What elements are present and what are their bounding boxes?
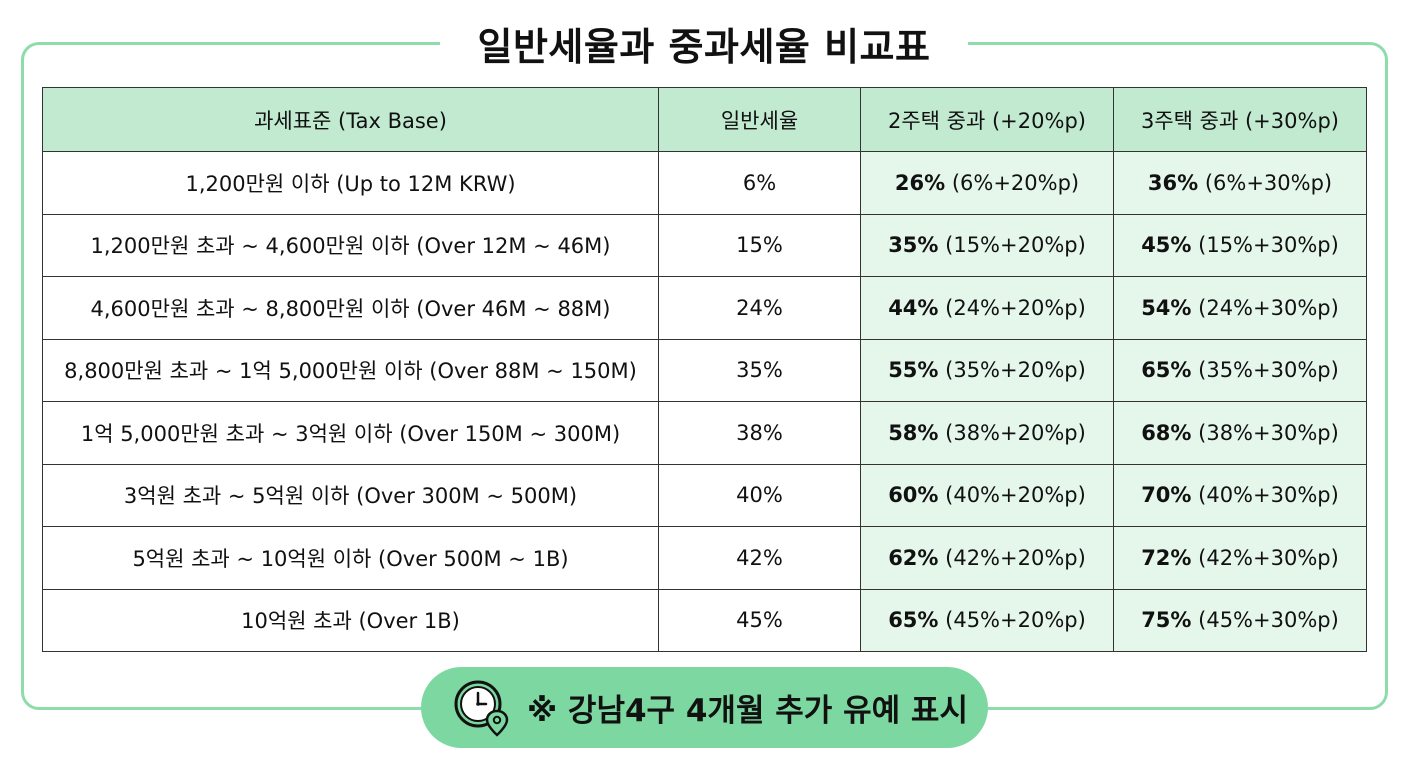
rate-detail: (35%+30%p)	[1198, 358, 1339, 383]
rate-detail: (38%+20%p)	[945, 420, 1086, 445]
table-row: 4,600만원 초과 ~ 8,800만원 이하 (Over 46M ~ 88M)…	[42, 276, 1367, 340]
rate-value: 68%	[1141, 420, 1192, 445]
cell-three-home-rate: 72% (42%+30%p)	[1113, 526, 1367, 590]
clock-location-icon	[454, 680, 509, 737]
table-row: 1,200만원 이하 (Up to 12M KRW) 6% 26% (6%+20%p…	[42, 151, 1367, 215]
page-title: 일반세율과 중과세율 비교표	[477, 24, 931, 69]
cell-general-rate: 24%	[658, 276, 861, 340]
table-row: 5억원 초과 ~ 10억원 이하 (Over 500M ~ 1B) 42% 62% …	[42, 526, 1367, 590]
cell-two-home-rate: 62% (42%+20%p)	[860, 526, 1114, 590]
rate-detail: (15%+30%p)	[1198, 233, 1339, 258]
rate-value: 26%	[894, 170, 946, 195]
rate-detail: (38%+30%p)	[1198, 420, 1339, 445]
cell-three-home-rate: 54% (24%+30%p)	[1113, 276, 1367, 340]
rate-value: 44%	[888, 295, 939, 320]
rate-value: 65%	[1141, 358, 1192, 383]
rate-detail: (15%+20%p)	[945, 233, 1086, 258]
header-tax-base: 과세표준 (Tax Base)	[42, 87, 659, 152]
cell-tax-base: 4,600만원 초과 ~ 8,800만원 이하 (Over 46M ~ 88M)	[42, 276, 659, 340]
cell-three-home-rate: 68% (38%+30%p)	[1113, 401, 1367, 465]
header-two-home-rate: 2주택 중과 (+20%p)	[860, 87, 1114, 152]
cell-general-rate: 40%	[658, 463, 861, 527]
table-row: 3억원 초과 ~ 5억원 이하 (Over 300M ~ 500M) 40% 60%…	[42, 463, 1367, 527]
cell-general-rate: 6%	[658, 151, 861, 215]
cell-tax-base: 5억원 초과 ~ 10억원 이하 (Over 500M ~ 1B)	[42, 526, 659, 590]
cell-three-home-rate: 75% (45%+30%p)	[1113, 588, 1367, 652]
rate-value: 72%	[1141, 545, 1192, 570]
rate-detail: (42%+30%p)	[1198, 545, 1339, 570]
rate-value: 35%	[888, 233, 939, 258]
tax-rate-table: 과세표준 (Tax Base) 일반세율 2주택 중과 (+20%p) 3주택 …	[42, 87, 1367, 652]
table-row: 10억원 초과 (Over 1B) 45% 65% (45%+20%p) 75% (4…	[42, 588, 1367, 652]
rate-detail: (35%+20%p)	[945, 358, 1086, 383]
rate-value: 54%	[1141, 295, 1192, 320]
rate-detail: (40%+30%p)	[1198, 483, 1339, 508]
cell-tax-base: 8,800만원 초과 ~ 1억 5,000만원 이하 (Over 88M ~ 1…	[42, 338, 659, 402]
cell-tax-base: 3억원 초과 ~ 5억원 이하 (Over 300M ~ 500M)	[42, 463, 659, 527]
rate-value: 75%	[1141, 608, 1192, 633]
cell-two-home-rate: 60% (40%+20%p)	[860, 463, 1114, 527]
cell-general-rate: 45%	[658, 588, 861, 652]
cell-three-home-rate: 36% (6%+30%p)	[1113, 151, 1367, 215]
rate-detail: (45%+20%p)	[945, 608, 1086, 633]
cell-general-rate: 35%	[658, 338, 861, 402]
cell-tax-base: 1,200만원 이하 (Up to 12M KRW)	[42, 151, 659, 215]
table-header-row: 과세표준 (Tax Base) 일반세율 2주택 중과 (+20%p) 3주택 …	[42, 87, 1367, 152]
rate-value: 65%	[888, 608, 939, 633]
cell-two-home-rate: 65% (45%+20%p)	[860, 588, 1114, 652]
cell-two-home-rate: 26% (6%+20%p)	[860, 151, 1114, 215]
cell-two-home-rate: 35% (15%+20%p)	[860, 213, 1114, 277]
rate-detail: (40%+20%p)	[945, 483, 1086, 508]
rate-detail: (45%+30%p)	[1198, 608, 1339, 633]
cell-tax-base: 10억원 초과 (Over 1B)	[42, 588, 659, 652]
cell-general-rate: 15%	[658, 213, 861, 277]
table-row: 1억 5,000만원 초과 ~ 3억원 이하 (Over 150M ~ 300M…	[42, 401, 1367, 465]
rate-detail: (24%+20%p)	[945, 295, 1086, 320]
cell-two-home-rate: 58% (38%+20%p)	[860, 401, 1114, 465]
cell-tax-base: 1억 5,000만원 초과 ~ 3억원 이하 (Over 150M ~ 300M…	[42, 401, 659, 465]
rate-value: 58%	[888, 420, 939, 445]
rate-detail: (24%+30%p)	[1198, 295, 1339, 320]
rate-value: 55%	[888, 358, 939, 383]
rate-detail: (42%+20%p)	[945, 545, 1086, 570]
note-text: ※ 강남4구 4개월 추가 유예 표시	[527, 693, 968, 729]
cell-three-home-rate: 65% (35%+30%p)	[1113, 338, 1367, 402]
rate-detail: (6%+20%p)	[951, 170, 1080, 195]
cell-three-home-rate: 45% (15%+30%p)	[1113, 213, 1367, 277]
cell-tax-base: 1,200만원 초과 ~ 4,600만원 이하 (Over 12M ~ 46M)	[42, 213, 659, 277]
title-container: 일반세율과 중과세율 비교표	[440, 12, 968, 74]
cell-two-home-rate: 55% (35%+20%p)	[860, 338, 1114, 402]
rate-value: 36%	[1147, 170, 1199, 195]
header-general-rate: 일반세율	[658, 87, 861, 152]
cell-general-rate: 42%	[658, 526, 861, 590]
header-three-home-rate: 3주택 중과 (+30%p)	[1113, 87, 1367, 152]
cell-general-rate: 38%	[658, 401, 861, 465]
rate-value: 45%	[1141, 233, 1192, 258]
rate-value: 62%	[888, 545, 939, 570]
cell-two-home-rate: 44% (24%+20%p)	[860, 276, 1114, 340]
rate-value: 70%	[1141, 483, 1192, 508]
table-row: 8,800만원 초과 ~ 1억 5,000만원 이하 (Over 88M ~ 1…	[42, 338, 1367, 402]
rate-detail: (6%+30%p)	[1204, 170, 1333, 195]
table-row: 1,200만원 초과 ~ 4,600만원 이하 (Over 12M ~ 46M)…	[42, 213, 1367, 277]
cell-three-home-rate: 70% (40%+30%p)	[1113, 463, 1367, 527]
rate-value: 60%	[888, 483, 939, 508]
note-banner: ※ 강남4구 4개월 추가 유예 표시	[421, 667, 988, 748]
